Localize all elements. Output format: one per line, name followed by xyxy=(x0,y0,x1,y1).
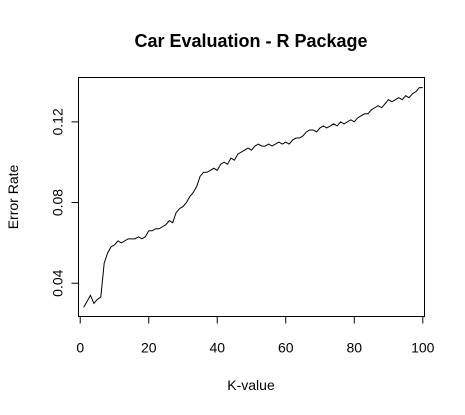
x-tick-label: 100 xyxy=(411,340,435,356)
x-tick-label: 40 xyxy=(209,340,225,356)
error-rate-line xyxy=(83,87,423,308)
x-tick-label: 80 xyxy=(346,340,362,356)
y-tick-label: 0.12 xyxy=(50,108,66,135)
y-tick-label: 0.04 xyxy=(50,269,66,296)
chart-title: Car Evaluation - R Package xyxy=(134,31,367,51)
y-axis: 0.04 0.08 0.12 xyxy=(50,108,79,297)
plot-area-border xyxy=(78,77,425,317)
y-axis-label: Error Rate xyxy=(5,165,21,230)
x-tick-label: 20 xyxy=(141,340,157,356)
x-axis-label: K-value xyxy=(227,377,275,393)
y-tick-label: 0.08 xyxy=(50,189,66,216)
x-tick-label: 0 xyxy=(76,340,84,356)
x-tick-label: 60 xyxy=(278,340,294,356)
x-axis: 0 20 40 60 80 100 xyxy=(76,316,435,356)
